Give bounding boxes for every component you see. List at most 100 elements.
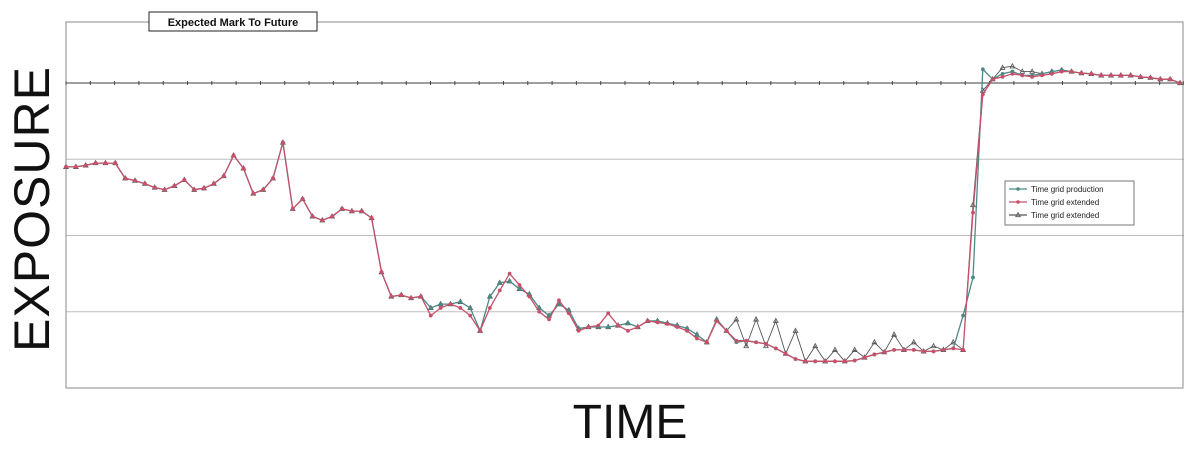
data-point bbox=[793, 357, 798, 361]
data-point bbox=[1019, 68, 1026, 74]
data-point bbox=[695, 332, 699, 337]
data-point bbox=[566, 311, 571, 316]
data-point bbox=[971, 275, 975, 280]
data-point bbox=[665, 322, 670, 326]
data-point bbox=[468, 313, 473, 318]
data-point bbox=[753, 316, 760, 322]
data-point bbox=[133, 178, 137, 183]
data-point bbox=[507, 279, 512, 284]
legend-marker bbox=[1016, 187, 1020, 191]
data-point bbox=[1079, 71, 1084, 75]
data-point bbox=[645, 319, 650, 323]
data-point bbox=[872, 352, 877, 357]
data-point bbox=[428, 313, 433, 318]
data-point bbox=[409, 296, 413, 300]
data-point bbox=[1118, 73, 1123, 78]
data-point bbox=[261, 187, 266, 192]
data-point bbox=[626, 321, 630, 326]
data-point bbox=[823, 359, 827, 364]
data-point bbox=[576, 328, 581, 333]
data-point bbox=[438, 302, 443, 307]
data-point bbox=[803, 359, 808, 364]
data-point bbox=[1009, 62, 1016, 69]
data-point bbox=[951, 346, 956, 351]
data-point bbox=[251, 191, 256, 196]
data-point bbox=[221, 174, 226, 178]
legend-item: Time grid production bbox=[1009, 185, 1104, 194]
data-point bbox=[910, 338, 917, 345]
data-point bbox=[113, 161, 118, 165]
data-point bbox=[517, 286, 522, 291]
data-point bbox=[743, 342, 750, 349]
data-point bbox=[557, 298, 561, 303]
legend-marker bbox=[1016, 200, 1020, 204]
data-point bbox=[616, 323, 620, 328]
data-point bbox=[724, 328, 729, 333]
data-point bbox=[851, 346, 858, 352]
data-point bbox=[1069, 69, 1074, 74]
data-point bbox=[478, 328, 482, 333]
data-point bbox=[596, 323, 601, 328]
data-point bbox=[1089, 71, 1094, 76]
data-point bbox=[419, 294, 423, 299]
data-point bbox=[73, 164, 78, 169]
data-point bbox=[468, 306, 473, 310]
data-point bbox=[547, 317, 551, 322]
data-point bbox=[911, 347, 916, 352]
data-point bbox=[1109, 73, 1113, 78]
data-point bbox=[330, 214, 335, 219]
data-point bbox=[93, 161, 98, 165]
data-point bbox=[1158, 77, 1163, 82]
data-point bbox=[1168, 77, 1173, 82]
data-point bbox=[871, 338, 878, 345]
data-point bbox=[1030, 75, 1035, 79]
data-point bbox=[369, 216, 374, 220]
data-point bbox=[349, 209, 354, 214]
x-axis-label: TIME bbox=[572, 396, 688, 449]
data-point bbox=[882, 350, 887, 355]
data-point bbox=[1049, 71, 1054, 76]
data-point bbox=[980, 67, 985, 72]
data-point bbox=[961, 347, 966, 352]
data-point bbox=[695, 336, 699, 341]
data-point bbox=[507, 271, 512, 276]
data-point bbox=[192, 187, 197, 192]
series-1 bbox=[64, 69, 1182, 364]
data-point bbox=[488, 306, 492, 310]
data-point bbox=[359, 209, 364, 214]
data-point bbox=[1029, 68, 1036, 74]
data-point bbox=[1178, 81, 1182, 85]
data-point bbox=[83, 163, 88, 168]
data-point bbox=[744, 338, 749, 343]
data-point bbox=[902, 347, 906, 352]
legend-label: Time grid extended bbox=[1031, 198, 1099, 207]
data-point bbox=[950, 338, 957, 345]
data-point bbox=[792, 327, 799, 333]
data-point bbox=[812, 342, 819, 349]
data-point bbox=[762, 342, 769, 349]
data-point bbox=[280, 140, 285, 145]
data-point bbox=[172, 184, 177, 188]
legend-marker bbox=[1015, 211, 1021, 218]
data-point bbox=[497, 280, 502, 285]
data-point bbox=[655, 320, 660, 325]
data-point bbox=[1020, 73, 1025, 78]
legend-label: Time grid extended bbox=[1031, 211, 1099, 220]
data-point bbox=[999, 64, 1006, 70]
data-point bbox=[399, 293, 404, 297]
plot-frame bbox=[65, 21, 1184, 389]
data-point bbox=[754, 340, 758, 345]
data-point bbox=[123, 176, 128, 181]
legend-item: Time grid extended bbox=[1009, 211, 1099, 220]
data-point bbox=[271, 176, 275, 181]
data-point bbox=[980, 92, 985, 97]
data-point bbox=[626, 328, 630, 333]
data-point bbox=[1000, 71, 1005, 76]
data-point bbox=[1059, 69, 1064, 74]
data-point bbox=[714, 319, 719, 323]
data-point bbox=[606, 311, 611, 316]
legend: Time grid production Time grid extended Ti… bbox=[1004, 180, 1135, 226]
data-point bbox=[1128, 73, 1133, 78]
data-point bbox=[458, 306, 463, 310]
